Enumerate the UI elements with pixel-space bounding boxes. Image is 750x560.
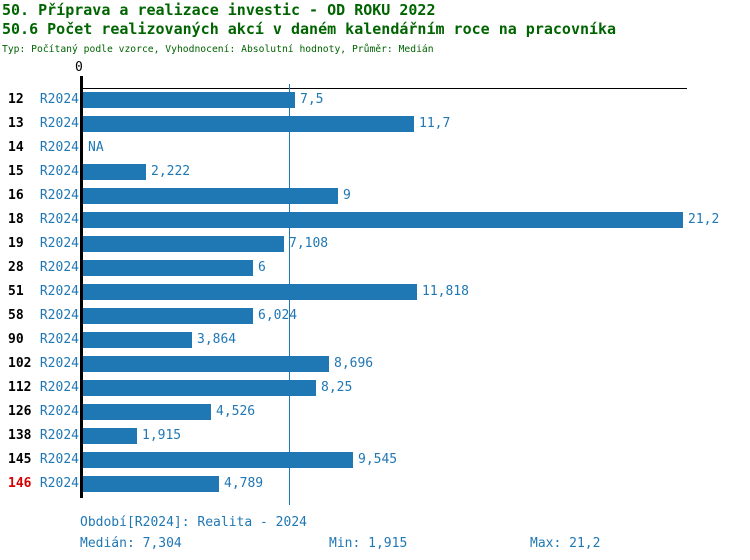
bar	[83, 92, 295, 108]
row-series-label: R2024	[39, 380, 79, 395]
bar-value-label: 8,25	[321, 380, 353, 395]
table-row: 15 R2024 2,222	[0, 164, 750, 180]
row-series-label: R2024	[39, 404, 79, 419]
bar	[83, 476, 219, 492]
row-category-label: 102	[8, 356, 32, 371]
row-category-label: 13	[8, 116, 24, 131]
row-series-label: R2024	[39, 476, 79, 491]
bar	[83, 284, 417, 300]
bar-value-label: NA	[88, 140, 104, 155]
bar-value-label: 2,222	[151, 164, 191, 179]
bar	[83, 332, 192, 348]
bar-value-label: 11,7	[419, 116, 451, 131]
table-row: 138 R2024 1,915	[0, 428, 750, 444]
row-category-label: 58	[8, 308, 24, 323]
row-category-label: 146	[8, 476, 32, 491]
row-category-label: 14	[8, 140, 24, 155]
row-category-label: 112	[8, 380, 32, 395]
row-category-label: 12	[8, 92, 24, 107]
footer-max-label: Max: 21,2	[530, 536, 601, 551]
row-category-label: 28	[8, 260, 24, 275]
table-row: 16 R2024 9	[0, 188, 750, 204]
table-row: 19 R2024 7,108	[0, 236, 750, 252]
bar	[83, 452, 353, 468]
x-axis-top-line	[80, 88, 687, 89]
bar	[83, 404, 211, 420]
bar	[83, 116, 414, 132]
row-series-label: R2024	[39, 212, 79, 227]
bar	[83, 236, 284, 252]
bar	[83, 188, 338, 204]
table-row: 18 R2024 21,2	[0, 212, 750, 228]
bar-value-label: 11,818	[422, 284, 469, 299]
table-row: 112 R2024 8,25	[0, 380, 750, 396]
row-category-label: 16	[8, 188, 24, 203]
table-row: 102 R2024 8,696	[0, 356, 750, 372]
bar-value-label: 6	[258, 260, 266, 275]
row-series-label: R2024	[39, 356, 79, 371]
bar	[83, 356, 329, 372]
chart-rows: 12 R2024 7,5 13 R2024 11,7 14 R2024 NA 15 R2024 2,2…	[0, 92, 750, 512]
row-category-label: 15	[8, 164, 24, 179]
bar-value-label: 4,789	[224, 476, 264, 491]
row-series-label: R2024	[39, 188, 79, 203]
axis-zero-label: 0	[75, 60, 83, 75]
table-row: 12 R2024 7,5	[0, 92, 750, 108]
bar	[83, 428, 137, 444]
bar-value-label: 9	[343, 188, 351, 203]
table-row: 51 R2024 11,818	[0, 284, 750, 300]
bar-value-label: 7,5	[300, 92, 324, 107]
table-row: 146 R2024 4,789	[0, 476, 750, 492]
row-series-label: R2024	[39, 428, 79, 443]
row-series-label: R2024	[39, 116, 79, 131]
row-category-label: 145	[8, 452, 32, 467]
row-series-label: R2024	[39, 140, 79, 155]
bar-value-label: 21,2	[688, 212, 720, 227]
row-series-label: R2024	[39, 92, 79, 107]
row-series-label: R2024	[39, 260, 79, 275]
row-category-label: 19	[8, 236, 24, 251]
row-series-label: R2024	[39, 332, 79, 347]
row-category-label: 51	[8, 284, 24, 299]
chart-title: 50.6 Počet realizovaných akcí v daném ka…	[2, 20, 617, 38]
bar-value-label: 1,915	[142, 428, 182, 443]
table-row: 14 R2024 NA	[0, 140, 750, 156]
row-category-label: 18	[8, 212, 24, 227]
row-category-label: 138	[8, 428, 32, 443]
bar	[83, 164, 146, 180]
bar-value-label: 9,545	[358, 452, 398, 467]
table-row: 145 R2024 9,545	[0, 452, 750, 468]
bar-value-label: 6,024	[258, 308, 298, 323]
footer-median-label: Medián: 7,304	[80, 536, 182, 551]
bar	[83, 212, 683, 228]
chart-subtitle: Typ: Počítaný podle vzorce, Vyhodnocení:…	[2, 44, 434, 55]
bar	[83, 380, 316, 396]
row-category-label: 126	[8, 404, 32, 419]
bar-value-label: 4,526	[216, 404, 256, 419]
footer-min-label: Min: 1,915	[329, 536, 408, 551]
row-series-label: R2024	[39, 452, 79, 467]
row-series-label: R2024	[39, 236, 79, 251]
table-row: 126 R2024 4,526	[0, 404, 750, 420]
table-row: 13 R2024 11,7	[0, 116, 750, 132]
row-series-label: R2024	[39, 164, 79, 179]
bar-value-label: 7,108	[289, 236, 329, 251]
bar	[83, 308, 253, 324]
bar-value-label: 3,864	[197, 332, 237, 347]
row-category-label: 90	[8, 332, 24, 347]
y-axis-line	[80, 76, 83, 498]
row-series-label: R2024	[39, 284, 79, 299]
table-row: 90 R2024 3,864	[0, 332, 750, 348]
table-row: 28 R2024 6	[0, 260, 750, 276]
row-series-label: R2024	[39, 308, 79, 323]
bar-value-label: 8,696	[334, 356, 374, 371]
page-title: 50. Příprava a realizace investic - OD R…	[2, 1, 436, 19]
bar	[83, 260, 253, 276]
table-row: 58 R2024 6,024	[0, 308, 750, 324]
footer-period-label: Období[R2024]: Realita - 2024	[80, 515, 307, 530]
